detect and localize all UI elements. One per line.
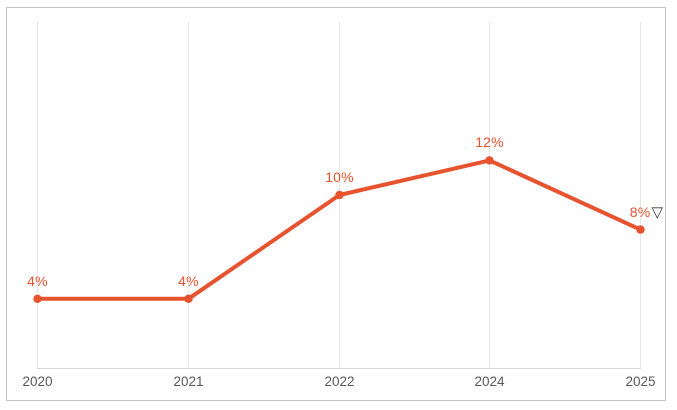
chart-card xyxy=(6,7,666,401)
data-point-marker xyxy=(485,156,494,165)
data-point-markers xyxy=(33,156,645,303)
data-point-marker xyxy=(33,294,42,303)
data-point-marker xyxy=(636,225,645,234)
data-point-marker xyxy=(184,294,193,303)
data-point-marker xyxy=(335,190,344,200)
vertical-gridlines xyxy=(37,22,641,368)
